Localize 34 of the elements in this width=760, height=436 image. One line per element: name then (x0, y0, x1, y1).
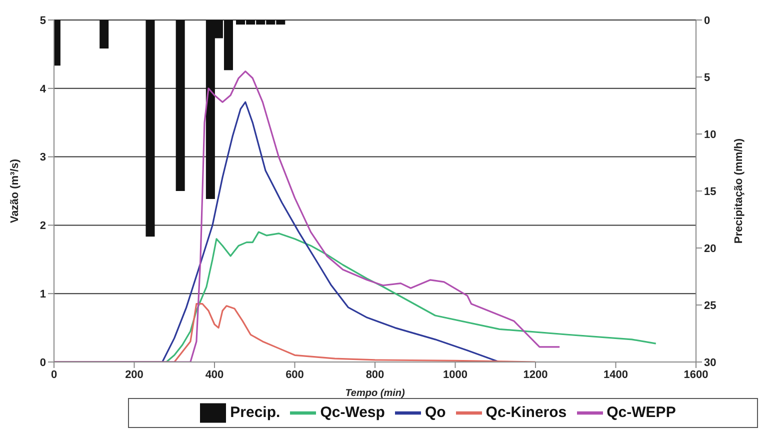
x-axis-title: Tempo (min) (345, 388, 406, 399)
y2-tick-label: 15 (704, 186, 716, 198)
x-tick-label: 800 (366, 368, 384, 381)
legend-label: Qc-WEPP (606, 404, 676, 421)
legend-label: Qc-Wesp (320, 404, 385, 421)
y-tick-label: 1 (40, 288, 46, 301)
legend-label: Precip. (230, 404, 280, 421)
x-tick-label: 600 (286, 368, 304, 381)
bar (146, 20, 155, 237)
y2-tick-label: 25 (704, 300, 716, 312)
legend-label: Qo (424, 404, 446, 421)
x-tick-label: 0 (50, 368, 58, 381)
x-tick-label: 200 (125, 368, 144, 381)
line-series (54, 70, 560, 362)
x-tick-label: 400 (205, 368, 224, 381)
x-tick-label: 1400 (604, 368, 628, 381)
legend-label: Qc-Kineros (486, 404, 567, 421)
y2-tick-label: 0 (704, 14, 710, 27)
y2-tick-label: 10 (704, 128, 716, 141)
y-tick-label: 2 (40, 220, 46, 232)
y2-tick-label: 5 (704, 72, 710, 84)
x-tick-label: 1000 (443, 368, 468, 381)
bar (100, 20, 109, 48)
y2-axis-title: Precipitação (mm/h) (732, 138, 745, 244)
y-tick-label: 4 (40, 83, 47, 96)
y-tick-label: 3 (40, 152, 46, 164)
y-axis-title: Vazão (m³/s) (8, 158, 21, 224)
bar (176, 20, 185, 191)
y-tick-label: 0 (40, 356, 46, 369)
x-tick-label: 1600 (684, 368, 708, 381)
y-tick-label: 5 (40, 14, 46, 27)
y2-tick-label: 30 (704, 356, 716, 369)
y2-tick-label: 20 (704, 242, 716, 255)
x-tick-label: 1200 (523, 368, 548, 381)
